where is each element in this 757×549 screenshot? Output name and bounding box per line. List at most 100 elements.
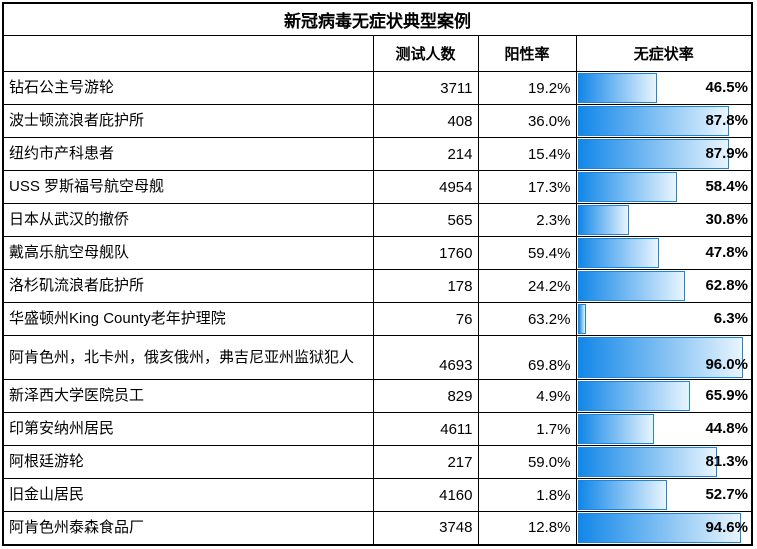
tested-count-cell[interactable]: 4160 — [372, 478, 479, 512]
case-name: 印第安纳州居民 — [9, 420, 115, 437]
case-name: 阿肯色州泰森食品厂 — [9, 518, 145, 536]
gradient-data-bar — [577, 480, 668, 510]
positive-rate-value: 19.2% — [527, 79, 571, 97]
case-name-cell[interactable]: 阿根廷游轮 — [2, 445, 374, 479]
asymptomatic-rate-cell[interactable]: 94.6% — [575, 511, 753, 545]
tested-count-cell[interactable]: 4611 — [372, 412, 479, 446]
positive-rate-cell[interactable]: 1.7% — [477, 412, 577, 446]
asymptomatic-rate-value: 65.9% — [705, 387, 748, 404]
positive-rate-cell[interactable]: 69.8% — [477, 335, 577, 380]
tested-count-value: 217 — [447, 453, 473, 471]
positive-rate-cell[interactable]: 2.3% — [477, 203, 577, 237]
gradient-data-bar — [577, 414, 654, 444]
tested-count-cell[interactable]: 178 — [372, 269, 479, 303]
gradient-data-bar — [577, 304, 587, 334]
tested-count-cell[interactable]: 565 — [372, 203, 479, 237]
asymptomatic-rate-value: 44.8% — [705, 420, 748, 437]
asymptomatic-rate-cell[interactable]: 87.8% — [575, 104, 753, 138]
tested-count-cell[interactable]: 76 — [372, 302, 479, 336]
tested-count-cell[interactable]: 829 — [372, 379, 479, 413]
asymptomatic-rate-cell[interactable]: 47.8% — [575, 236, 753, 270]
header-name-empty — [2, 35, 374, 72]
table-row: 华盛顿州King County老年护理院 76 63.2% 6.3% — [2, 302, 753, 336]
asymptomatic-rate-value: 62.8% — [705, 277, 748, 294]
asymptomatic-rate-cell[interactable]: 46.5% — [575, 71, 753, 105]
tested-count-cell[interactable]: 4693 — [372, 335, 479, 380]
gradient-data-bar — [577, 73, 657, 103]
asymptomatic-rate-value: 87.8% — [705, 112, 748, 129]
case-name-cell[interactable]: 纽约市产科患者 — [2, 137, 374, 171]
case-name-cell[interactable]: 戴高乐航空母舰队 — [2, 236, 374, 270]
case-name-cell[interactable]: 波士顿流浪者庇护所 — [2, 104, 374, 138]
asymptomatic-rate-cell[interactable]: 44.8% — [575, 412, 753, 446]
case-name: 纽约市产科患者 — [9, 145, 115, 162]
positive-rate-value: 1.7% — [536, 420, 571, 438]
tested-count-value: 3748 — [439, 519, 473, 537]
positive-rate-cell[interactable]: 59.4% — [477, 236, 577, 270]
case-name-cell[interactable]: 印第安纳州居民 — [2, 412, 374, 446]
tested-count-cell[interactable]: 4954 — [372, 170, 479, 204]
tested-count-cell[interactable]: 3711 — [372, 71, 479, 105]
tested-count-cell[interactable]: 408 — [372, 104, 479, 138]
table-row: 戴高乐航空母舰队 1760 59.4% 47.8% — [2, 236, 753, 270]
case-name: 新泽西大学医院员工 — [9, 387, 145, 404]
case-name-cell[interactable]: 洛杉矶流浪者庇护所 — [2, 269, 374, 303]
gradient-data-bar — [577, 337, 744, 378]
positive-rate-cell[interactable]: 59.0% — [477, 445, 577, 479]
positive-rate-cell[interactable]: 15.4% — [477, 137, 577, 171]
positive-rate-value: 59.0% — [527, 453, 571, 471]
positive-rate-value: 36.0% — [527, 112, 571, 130]
positive-rate-value: 17.3% — [527, 178, 571, 196]
asymptomatic-rate-cell[interactable]: 81.3% — [575, 445, 753, 479]
asymptomatic-rate-cell[interactable]: 58.4% — [575, 170, 753, 204]
positive-rate-cell[interactable]: 63.2% — [477, 302, 577, 336]
case-name-cell[interactable]: 旧金山居民 — [2, 478, 374, 512]
tested-count-value: 4611 — [440, 420, 473, 438]
asymptomatic-rate-cell[interactable]: 87.9% — [575, 137, 753, 171]
header-positive-rate: 阳性率 — [477, 35, 577, 72]
asymptomatic-rate-value: 52.7% — [705, 486, 748, 503]
asymptomatic-rate-cell[interactable]: 30.8% — [575, 203, 753, 237]
case-name-cell[interactable]: 阿肯色州泰森食品厂 — [2, 511, 374, 545]
header-row: 测试人数 阳性率 无症状率 — [2, 35, 753, 72]
asymptomatic-rate-cell[interactable]: 96.0% — [575, 335, 753, 380]
case-name-cell[interactable]: 阿肯色州，北卡州，俄亥俄州，弗吉尼亚州监狱犯人 — [2, 335, 374, 380]
header-tested: 测试人数 — [372, 35, 479, 72]
tested-count-value: 214 — [447, 145, 473, 163]
positive-rate-cell[interactable]: 24.2% — [477, 269, 577, 303]
case-name: 阿肯色州，北卡州，俄亥俄州，弗吉尼亚州监狱犯人 — [9, 348, 355, 366]
asymptomatic-rate-cell[interactable]: 52.7% — [575, 478, 753, 512]
asymptomatic-rate-value: 87.9% — [705, 145, 748, 162]
positive-rate-cell[interactable]: 19.2% — [477, 71, 577, 105]
positive-rate-cell[interactable]: 1.8% — [477, 478, 577, 512]
case-name: 日本从武汉的撤侨 — [9, 211, 130, 228]
tested-count-cell[interactable]: 1760 — [372, 236, 479, 270]
tested-count-cell[interactable]: 3748 — [372, 511, 479, 545]
gradient-data-bar — [577, 205, 630, 235]
table-row: 阿肯色州泰森食品厂 3748 12.8% 94.6% — [2, 511, 753, 545]
table-row: 阿肯色州，北卡州，俄亥俄州，弗吉尼亚州监狱犯人 4693 69.8% 96.0% — [2, 335, 753, 380]
tested-count-cell[interactable]: 217 — [372, 445, 479, 479]
asymptomatic-rate-value: 6.3% — [713, 310, 748, 327]
asymptomatic-rate-cell[interactable]: 62.8% — [575, 269, 753, 303]
tested-count-value: 829 — [447, 387, 473, 405]
positive-rate-cell[interactable]: 12.8% — [477, 511, 577, 545]
asymptomatic-rate-cell[interactable]: 65.9% — [575, 379, 753, 413]
positive-rate-value: 69.8% — [527, 357, 571, 374]
positive-rate-cell[interactable]: 4.9% — [477, 379, 577, 413]
case-name-cell[interactable]: 新泽西大学医院员工 — [2, 379, 374, 413]
case-name-cell[interactable]: 日本从武汉的撤侨 — [2, 203, 374, 237]
case-name-cell[interactable]: USS 罗斯福号航空母舰 — [2, 170, 374, 204]
positive-rate-value: 2.3% — [536, 211, 571, 229]
tested-count-value: 76 — [455, 310, 473, 328]
case-name-cell[interactable]: 钻石公主号游轮 — [2, 71, 374, 105]
tested-count-cell[interactable]: 214 — [372, 137, 479, 171]
table-row: 印第安纳州居民 4611 1.7% 44.8% — [2, 412, 753, 446]
case-name-cell[interactable]: 华盛顿州King County老年护理院 — [2, 302, 374, 336]
asymptomatic-rate-cell[interactable]: 6.3% — [575, 302, 753, 336]
gradient-data-bar — [577, 106, 729, 136]
positive-rate-cell[interactable]: 17.3% — [477, 170, 577, 204]
tested-count-value: 565 — [447, 211, 473, 229]
positive-rate-cell[interactable]: 36.0% — [477, 104, 577, 138]
